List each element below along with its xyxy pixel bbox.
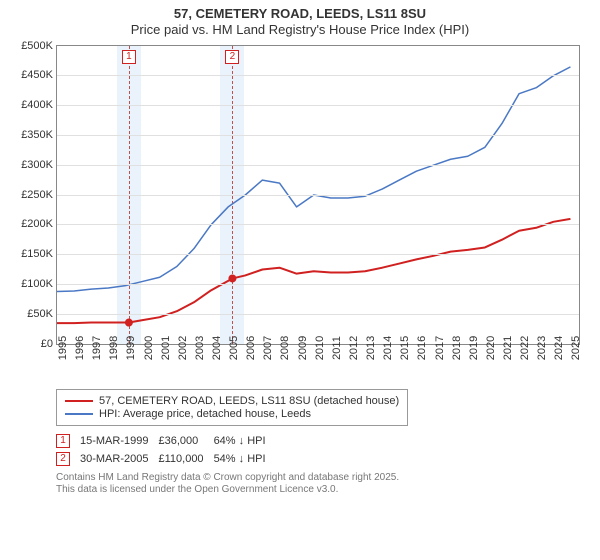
x-axis-label: 2008 xyxy=(279,335,291,359)
x-axis-label: 2000 xyxy=(143,335,155,359)
x-axis-label: 2006 xyxy=(245,335,257,359)
x-axis-label: 1997 xyxy=(91,335,103,359)
x-axis-label: 2018 xyxy=(451,335,463,359)
attribution-line2: This data is licensed under the Open Gov… xyxy=(56,484,590,497)
x-axis-label: 2023 xyxy=(536,335,548,359)
gridline xyxy=(57,75,579,76)
x-axis-label: 2017 xyxy=(434,335,446,359)
series-price_paid xyxy=(57,218,570,322)
x-axis-label: 1995 xyxy=(57,335,69,359)
plot-area: £0£50K£100K£150K£200K£250K£300K£350K£400… xyxy=(56,45,580,345)
transaction-date: 15-MAR-1999 xyxy=(80,432,158,450)
x-axis-label: 2021 xyxy=(502,335,514,359)
gridline xyxy=(57,105,579,106)
attribution-line1: Contains HM Land Registry data © Crown c… xyxy=(56,472,590,485)
transaction-marker: 1 xyxy=(122,50,136,64)
gridline xyxy=(57,135,579,136)
x-axis-label: 2004 xyxy=(211,335,223,359)
y-axis-label: £450K xyxy=(21,69,53,81)
transaction-vs-hpi: 54% ↓ HPI xyxy=(214,450,276,468)
y-axis-label: £300K xyxy=(21,159,53,171)
x-axis-label: 2024 xyxy=(553,335,565,359)
y-axis-label: £400K xyxy=(21,99,53,111)
y-axis-label: £250K xyxy=(21,189,53,201)
y-axis-label: £0 xyxy=(41,338,53,350)
gridline xyxy=(57,254,579,255)
x-axis-label: 2015 xyxy=(399,335,411,359)
x-axis-label: 2010 xyxy=(314,335,326,359)
sale-point xyxy=(125,318,133,326)
legend-label: HPI: Average price, detached house, Leed… xyxy=(99,408,311,420)
y-axis-label: £50K xyxy=(27,308,53,320)
y-axis-label: £350K xyxy=(21,129,53,141)
x-axis-label: 2005 xyxy=(228,335,240,359)
x-axis-label: 2022 xyxy=(519,335,531,359)
x-axis-label: 2019 xyxy=(468,335,480,359)
legend: 57, CEMETERY ROAD, LEEDS, LS11 8SU (deta… xyxy=(56,389,408,426)
table-row: 2 30-MAR-2005£110,00054% ↓ HPI xyxy=(56,450,276,468)
x-axis-label: 2011 xyxy=(331,336,343,360)
x-axis-label: 2002 xyxy=(177,335,189,359)
transaction-marker: 2 xyxy=(225,50,239,64)
x-axis-label: 2013 xyxy=(365,335,377,359)
gridline xyxy=(57,284,579,285)
title-line1: 57, CEMETERY ROAD, LEEDS, LS11 8SU xyxy=(10,6,590,22)
attribution: Contains HM Land Registry data © Crown c… xyxy=(56,472,590,497)
x-axis-label: 2009 xyxy=(297,335,309,359)
legend-item: HPI: Average price, detached house, Leed… xyxy=(65,408,399,420)
gridline xyxy=(57,314,579,315)
x-axis-label: 2001 xyxy=(160,335,172,359)
sale-point xyxy=(228,274,236,282)
x-axis-label: 2012 xyxy=(348,335,360,359)
table-row: 1 15-MAR-1999£36,00064% ↓ HPI xyxy=(56,432,276,450)
y-axis-label: £200K xyxy=(21,218,53,230)
transaction-date: 30-MAR-2005 xyxy=(80,450,158,468)
x-axis-label: 2007 xyxy=(262,335,274,359)
y-axis-label: £500K xyxy=(21,40,53,52)
transaction-marker-icon: 1 xyxy=(56,434,70,448)
x-axis-label: 2020 xyxy=(485,335,497,359)
x-axis-label: 2003 xyxy=(194,335,206,359)
gridline xyxy=(57,195,579,196)
legend-label: 57, CEMETERY ROAD, LEEDS, LS11 8SU (deta… xyxy=(99,395,399,407)
x-axis-label: 1996 xyxy=(74,335,86,359)
legend-item: 57, CEMETERY ROAD, LEEDS, LS11 8SU (deta… xyxy=(65,395,399,407)
transaction-price: £110,000 xyxy=(158,450,213,468)
legend-swatch xyxy=(65,413,93,415)
gridline xyxy=(57,224,579,225)
x-axis-label: 2016 xyxy=(416,335,428,359)
transaction-marker-icon: 2 xyxy=(56,452,70,466)
x-axis-label: 2014 xyxy=(382,335,394,359)
x-axis-label: 1999 xyxy=(125,335,137,359)
legend-swatch xyxy=(65,400,93,402)
chart: £0 £50K £100K £150K £200K £250K £300K £350K £400… xyxy=(10,45,590,381)
transaction-price: £36,000 xyxy=(158,432,213,450)
chart-title: 57, CEMETERY ROAD, LEEDS, LS11 8SU Price… xyxy=(10,6,590,39)
x-axis-label: 1998 xyxy=(108,335,120,359)
transactions-table: 1 15-MAR-1999£36,00064% ↓ HPI 2 30-MAR-2005… xyxy=(56,432,276,468)
y-axis-label: £100K xyxy=(21,278,53,290)
title-line2: Price paid vs. HM Land Registry's House … xyxy=(10,22,590,38)
gridline xyxy=(57,165,579,166)
y-axis-label: £150K xyxy=(21,248,53,260)
series-hpi xyxy=(57,66,570,291)
transaction-vs-hpi: 64% ↓ HPI xyxy=(214,432,276,450)
x-axis-label: 2025 xyxy=(570,335,582,359)
